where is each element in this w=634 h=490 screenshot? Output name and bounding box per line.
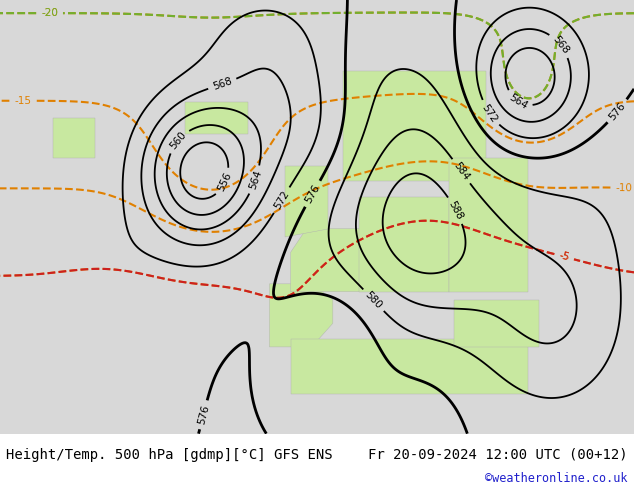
Text: Fr 20-09-2024 12:00 UTC (00+12): Fr 20-09-2024 12:00 UTC (00+12): [368, 448, 628, 462]
Polygon shape: [290, 339, 528, 394]
Text: 564: 564: [247, 169, 263, 191]
Text: -20: -20: [41, 8, 58, 18]
Polygon shape: [53, 118, 95, 158]
Polygon shape: [449, 158, 528, 292]
Polygon shape: [455, 299, 539, 347]
Text: -15: -15: [15, 96, 31, 106]
Text: 588: 588: [447, 199, 465, 221]
Text: 556: 556: [216, 171, 234, 193]
Polygon shape: [344, 71, 486, 181]
Text: 576: 576: [607, 100, 628, 122]
Text: 572: 572: [272, 189, 291, 211]
Text: 560: 560: [168, 130, 188, 151]
Text: Height/Temp. 500 hPa [gdmp][°C] GFS ENS: Height/Temp. 500 hPa [gdmp][°C] GFS ENS: [6, 448, 333, 462]
Polygon shape: [285, 166, 328, 237]
Text: -5: -5: [558, 250, 571, 263]
Polygon shape: [269, 284, 333, 347]
Text: 580: 580: [363, 290, 384, 311]
Text: 568: 568: [211, 76, 233, 92]
Polygon shape: [359, 197, 449, 292]
Text: ©weatheronline.co.uk: ©weatheronline.co.uk: [485, 472, 628, 486]
Text: 568: 568: [550, 34, 571, 56]
Text: 576: 576: [303, 183, 322, 205]
Text: 564: 564: [507, 92, 529, 111]
Text: -5: -5: [558, 250, 571, 263]
Polygon shape: [185, 102, 249, 134]
Polygon shape: [290, 229, 359, 292]
Text: -20: -20: [41, 8, 58, 18]
Text: -10: -10: [616, 183, 632, 193]
Text: 576: 576: [196, 404, 210, 426]
Text: 584: 584: [451, 160, 471, 182]
Text: 572: 572: [480, 102, 500, 124]
